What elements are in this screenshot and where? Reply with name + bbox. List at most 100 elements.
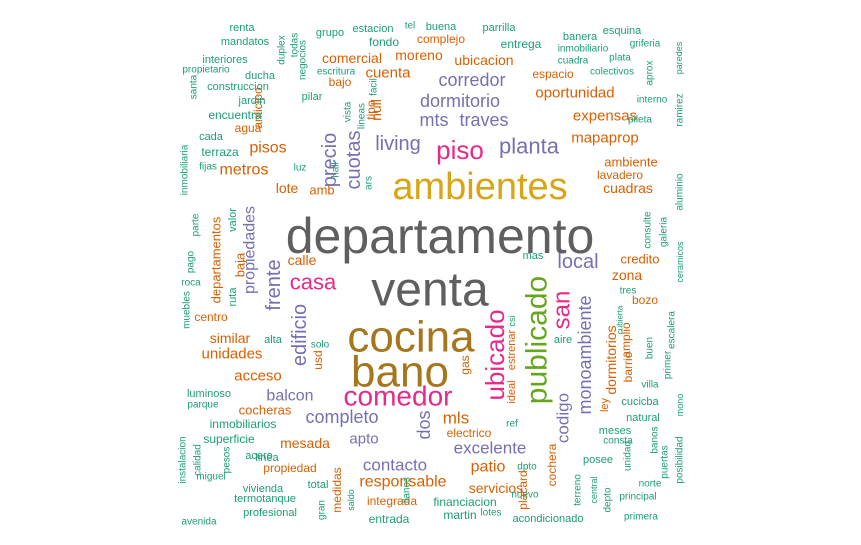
word-bajo: bajo: [329, 75, 352, 89]
word-zona: zona: [612, 267, 643, 283]
word-integrada: integrada: [367, 494, 417, 508]
word-nuevo: nuevo: [511, 490, 539, 501]
word-fijas: fijas: [199, 162, 217, 173]
word-excelente: excelente: [454, 439, 527, 458]
word-parque: parque: [187, 400, 219, 411]
word-saldo: saldo: [346, 489, 356, 511]
word-ambientes: ambientes: [392, 166, 567, 208]
word-interiores: interiores: [202, 54, 248, 66]
word-terreno: terreno: [573, 474, 584, 506]
word-natural: natural: [626, 412, 660, 424]
word-cochera: cochera: [545, 443, 559, 486]
word-ubicado: ubicado: [480, 309, 510, 400]
word-luz: luz: [294, 163, 307, 174]
word-financiacion: financiacion: [433, 495, 496, 509]
word-cocina: cocina: [347, 313, 475, 362]
word-bozo: bozo: [632, 293, 658, 307]
word-departamento: departamento: [286, 208, 595, 264]
word-csi: csi: [507, 316, 517, 327]
word-inmobiliarios: inmobiliarios: [210, 417, 277, 431]
word-cuadras: cuadras: [603, 180, 653, 196]
word-local: local: [557, 251, 598, 273]
word-venta: venta: [371, 264, 489, 317]
word-ambiente: ambiente: [604, 155, 657, 170]
word-aprox: aprox: [645, 60, 656, 85]
word-tres: tres: [620, 286, 637, 297]
word-lavadero: lavadero: [597, 168, 643, 182]
word-contacto: contacto: [363, 456, 427, 475]
word-esquina: esquina: [603, 25, 642, 37]
word-estacion: estacion: [353, 23, 394, 35]
word-termotanque: termotanque: [234, 493, 296, 505]
word-fondo: fondo: [369, 35, 399, 49]
word-central: central: [589, 476, 599, 503]
word-completo: completo: [305, 407, 378, 427]
word-vivienda: vivienda: [243, 483, 284, 495]
word-amplio: amplio: [619, 322, 633, 358]
word-departamentos: departamentos: [209, 216, 224, 303]
word-superficie: superficie: [203, 432, 255, 446]
word-consulte: consulte: [643, 211, 654, 249]
word-duplex: duplex: [277, 35, 288, 64]
word-buen: buen: [645, 337, 656, 359]
word-agua: agua: [235, 121, 262, 135]
word-traves: traves: [459, 110, 508, 130]
word-jardin: jardin: [238, 95, 266, 107]
word-pileta: pileta: [628, 115, 652, 126]
word-acceso: acceso: [234, 368, 282, 385]
word-metros: metros: [220, 162, 269, 179]
word-gas: gas: [458, 355, 472, 374]
word-san: san: [549, 291, 576, 330]
word-baja: baja: [233, 252, 248, 277]
word-dpto: dpto: [517, 462, 537, 473]
word-aire: aire: [554, 334, 572, 346]
word-ducha: ducha: [245, 70, 276, 82]
word-mls: mls: [443, 409, 469, 428]
word-linea: linea: [255, 452, 279, 464]
word-todas: todas: [290, 33, 301, 57]
word-similar: similar: [210, 330, 251, 346]
word-mono: mono: [675, 394, 685, 417]
word-negocios: negocios: [298, 40, 309, 80]
word-inmobiliario: inmobiliario: [558, 44, 609, 55]
word-inmobiliaria: inmobiliaria: [180, 144, 191, 195]
word-frente: frente: [263, 259, 285, 310]
word-tipo: tipo: [364, 100, 378, 120]
word-dormitorios: dormitorios: [603, 325, 619, 394]
word-meses: meses: [599, 425, 632, 437]
word-pisos: pisos: [249, 140, 286, 157]
word-edificio: edificio: [289, 304, 311, 366]
word-comercial: comercial: [322, 50, 382, 66]
word-acondicionado: acondicionado: [513, 513, 584, 525]
word-ubicacion: ubicacion: [454, 52, 513, 68]
word-griferia: griferia: [630, 39, 661, 50]
word-llanos: llanos: [402, 477, 413, 503]
word-medidas: medidas: [330, 467, 344, 512]
word-depto: depto: [603, 487, 614, 512]
word-cuadra: cuadra: [558, 56, 589, 67]
word-miguel: miguel: [196, 472, 225, 483]
word-null: null: [368, 99, 384, 121]
word-planta: planta: [499, 134, 560, 159]
word-estrenar: estrenar: [506, 329, 518, 370]
word-lote: lote: [276, 180, 299, 196]
word-mesada: mesada: [280, 435, 330, 451]
word-unidades: unidades: [202, 346, 263, 363]
word-interno: interno: [637, 95, 668, 106]
word-grupo: grupo: [316, 27, 344, 39]
word-escalera: escalera: [667, 311, 678, 349]
word-plata: plata: [609, 53, 631, 64]
word-primera: primera: [624, 512, 658, 523]
word-mas: mas: [523, 250, 544, 262]
word-pilar: pilar: [302, 91, 323, 103]
word-mts: mts: [420, 110, 449, 130]
word-primer: primer: [663, 350, 674, 379]
word-colectivos: colectivos: [590, 67, 634, 78]
word-avenida: avenida: [181, 517, 216, 528]
word-propiedad: propiedad: [263, 461, 316, 475]
word-dos: dos: [414, 410, 434, 439]
word-living: living: [375, 133, 421, 155]
word-puertas: puertas: [660, 445, 671, 478]
word-moreno: moreno: [395, 47, 443, 63]
word-terraza: terraza: [201, 145, 239, 159]
